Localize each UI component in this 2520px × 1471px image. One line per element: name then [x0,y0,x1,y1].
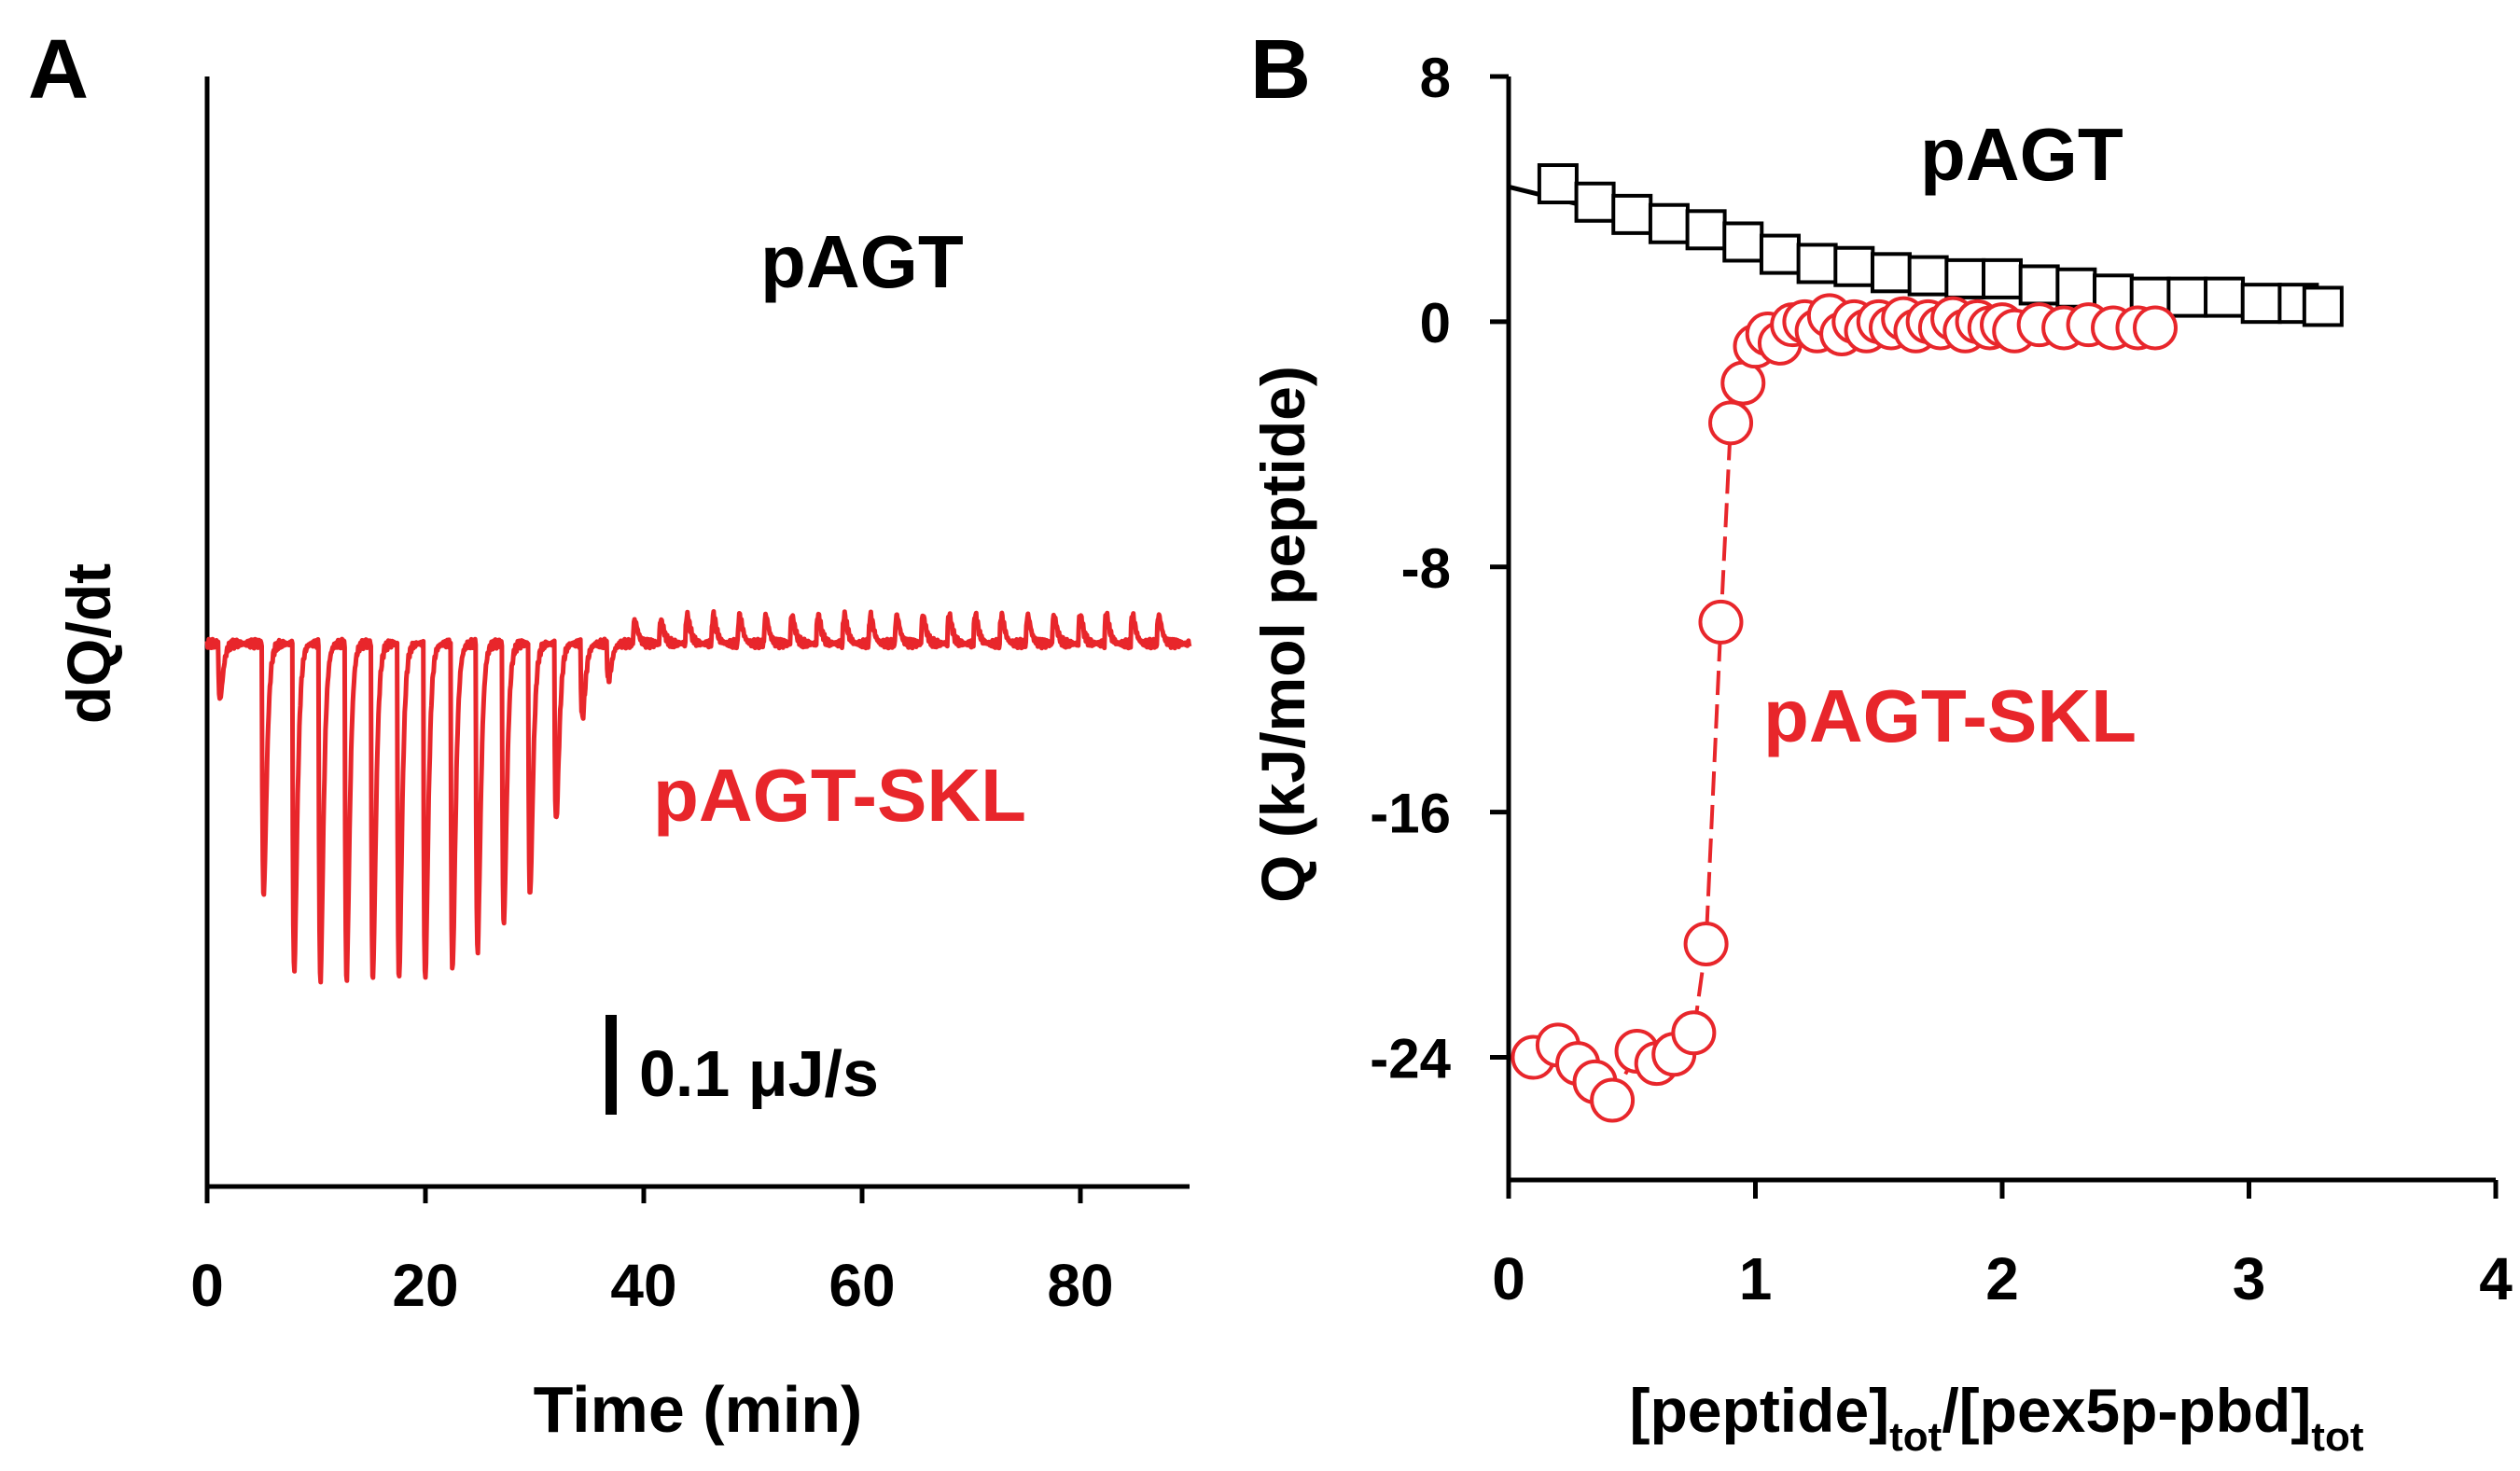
panel-a-xlabel: Time (min) [534,1373,863,1446]
panel-label-a: A [28,23,89,117]
x-tick-label-b-2: 2 [1985,1245,2019,1312]
x-tick-label-b-0: 0 [1492,1245,1525,1312]
point-pagt-0 [1537,163,1579,205]
panel-b-ylabel: Q (kJ/mol peptide) [1248,366,1317,903]
y-tick-label-b-0: 8 [1420,47,1451,109]
point-pagt-skl-40 [2132,305,2178,351]
xlabel-sub-2: tot [2311,1414,2364,1460]
scale-bar-label: 0.1 μJ/s [639,1037,879,1110]
point-pagt-9 [1870,252,1912,294]
xlabel-sub-1: tot [1889,1414,1942,1460]
series-label-b-pagt-skl: pAGT-SKL [1763,674,2137,757]
point-pagt-13 [2018,264,2060,306]
point-pagt-skl-10 [1698,599,1744,645]
point-pagt-12 [1982,257,2023,299]
point-pagt-5 [1722,221,1764,263]
point-pagt-7 [1796,243,1838,284]
series-label-a-pagt: pAGT [760,220,964,303]
x-tick-label-a-2: 40 [610,1252,676,1319]
point-pagt-2 [1611,193,1653,235]
series-label-a-pagt-skl: pAGT-SKL [653,754,1026,837]
point-pagt-4 [1685,209,1727,251]
y-tick-label-b-3: -16 [1370,783,1451,845]
point-pagt-14 [2055,267,2097,309]
point-pagt-18 [2204,276,2246,318]
point-pagt-skl-11 [1708,400,1754,446]
y-tick-label-b-4: -24 [1370,1028,1451,1090]
point-pagt-3 [1648,202,1690,244]
x-tick-label-b-1: 1 [1739,1245,1773,1312]
point-pagt-8 [1833,245,1875,287]
x-tick-label-b-3: 3 [2233,1245,2266,1312]
point-pagt-6 [1759,233,1801,275]
point-pagt-skl-12 [1720,360,1766,406]
point-pagt-21 [2302,285,2344,327]
series-label-b-pagt: pAGT [1920,113,2123,196]
trace-pagt-skl [204,609,1192,985]
panel-a-thermogram: 0 20 40 60 80 dQ/dt Time (min) pAGT pAGT-SKL… [54,76,1192,1446]
x-tick-label-a-3: 60 [828,1252,895,1319]
point-pagt-1 [1574,181,1616,223]
panel-b-binding-isotherm: 8 0 -8 -16 -24 0 1 2 3 4 Q (kJ/mol peptide) [pep… [1248,47,2513,1460]
panel-a-ylabel: dQ/dt [54,563,123,724]
y-tick-label-b-1: 0 [1420,292,1451,354]
x-tick-label-a-4: 80 [1047,1252,1113,1319]
point-pagt-11 [1944,257,1986,299]
point-pagt-10 [1907,255,1949,297]
point-pagt-17 [2166,276,2208,318]
point-pagt-skl-8 [1671,1010,1717,1056]
x-tick-label-a-0: 0 [190,1252,224,1319]
point-pagt-skl-4 [1590,1077,1636,1123]
y-tick-label-b-2: -8 [1401,537,1451,600]
x-tick-label-a-1: 20 [392,1252,458,1319]
xlabel-peptide: [peptide] [1630,1376,1890,1445]
xlabel-pex5p: /[pex5p-pbd] [1942,1376,2311,1445]
panel-label-b: B [1250,23,1311,117]
panel-b-xlabel: [peptide]tot/[pex5p-pbd]tot [1630,1376,2364,1460]
point-pagt-19 [2240,283,2282,325]
point-pagt-skl-9 [1683,921,1729,966]
x-tick-label-b-4: 4 [2479,1245,2513,1312]
